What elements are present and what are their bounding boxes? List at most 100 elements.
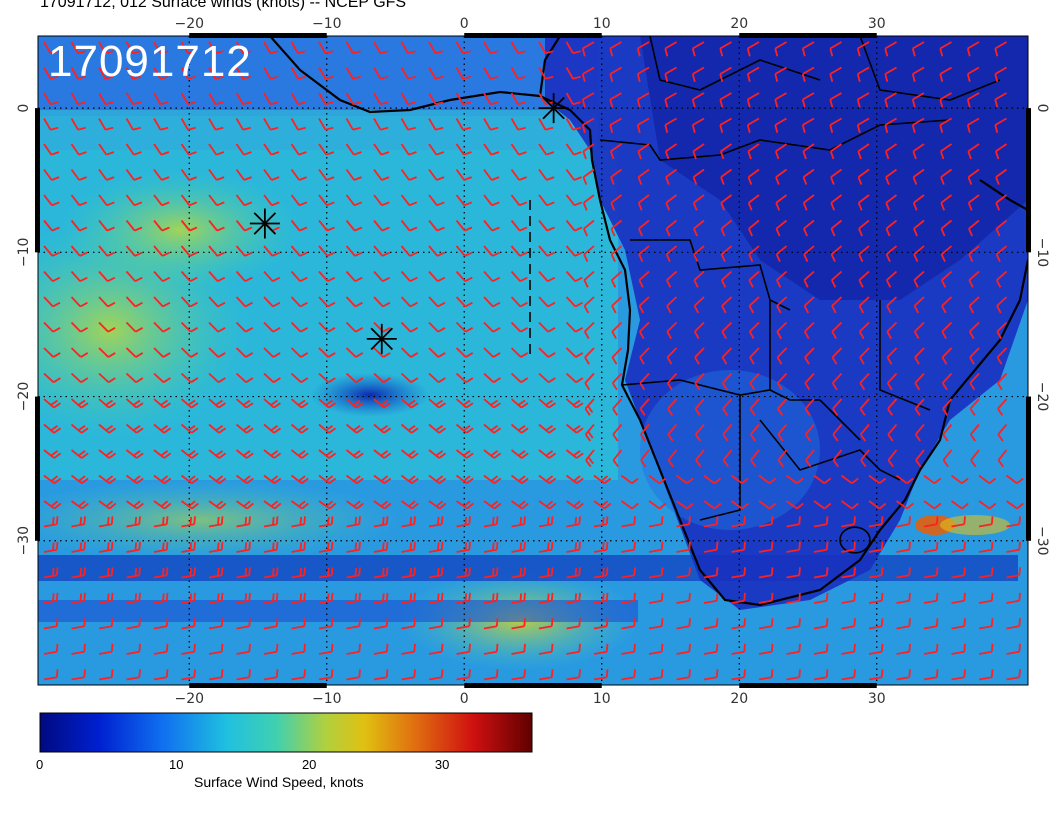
wind-barb [345, 449, 364, 459]
wind-barb [538, 398, 556, 409]
wind-barb [98, 516, 114, 528]
wind-barb [582, 194, 595, 211]
wind-barb [565, 372, 584, 384]
wind-barb [749, 398, 760, 416]
wind-barb [841, 541, 856, 553]
colorbar [39, 712, 533, 753]
wind-barb [428, 67, 444, 80]
wind-barb [747, 168, 760, 185]
wind-barb [153, 321, 171, 333]
wind-barb [813, 669, 829, 681]
wind-barb [565, 245, 583, 257]
wind-barb [830, 168, 843, 185]
wind-barb [291, 516, 306, 528]
wind-barb [581, 117, 595, 133]
wind-barb [373, 643, 389, 655]
wind-barb [997, 449, 1008, 468]
wind-barb [208, 500, 227, 510]
wind-barb [125, 347, 144, 358]
wind-barb [785, 474, 804, 485]
wind-barb [455, 168, 472, 181]
wind-barb [125, 219, 143, 232]
wind-barb [665, 270, 678, 288]
wind-barb [483, 41, 499, 55]
wind-barb [813, 567, 829, 579]
wind-barb [125, 168, 142, 181]
wind-barb [236, 567, 251, 579]
wind-barb [804, 423, 815, 442]
wind-barb [290, 296, 308, 308]
wind-barb [43, 643, 59, 655]
wind-barb [923, 474, 942, 485]
frame-bar-right [1026, 396, 1031, 541]
wind-barb [510, 423, 529, 434]
lon-tick-label: 20 [730, 691, 748, 707]
wind-barb [456, 541, 471, 553]
wind-barb [235, 118, 251, 131]
wind-barb [703, 618, 719, 630]
frame-bar-top [464, 33, 602, 38]
wind-barb [125, 423, 144, 434]
wind-barb [841, 669, 856, 681]
wind-barb [565, 347, 584, 358]
wind-barb [153, 516, 169, 528]
wind-barb [125, 41, 141, 55]
wind-barb [153, 92, 169, 106]
wind-barb [996, 321, 1008, 340]
wind-barb [345, 194, 363, 207]
wind-barb [914, 372, 925, 391]
wind-barb [318, 143, 335, 156]
wind-barb [884, 92, 897, 108]
wind-barb [538, 67, 554, 80]
wind-barb [829, 92, 842, 108]
wind-barb [345, 398, 364, 409]
wind-barb [978, 516, 994, 528]
wind-barb [939, 66, 952, 82]
wind-barb [621, 541, 636, 553]
wind-barb [691, 92, 705, 108]
wind-barb [290, 270, 308, 283]
wind-barb [400, 67, 416, 80]
wind-barb [483, 541, 499, 553]
wind-barb [775, 219, 788, 237]
wind-barb [612, 398, 623, 416]
wind-barb [813, 516, 829, 528]
wind-barb [565, 296, 583, 308]
wind-barb [939, 92, 952, 108]
wind-barb [455, 372, 474, 384]
wind-barb [428, 143, 445, 156]
wind-barb [153, 669, 169, 681]
wind-barb [483, 143, 500, 156]
wind-barb [703, 669, 719, 681]
wind-barb [71, 592, 86, 604]
wind-barb [610, 270, 623, 288]
wind-barb [1005, 500, 1024, 510]
wind-barb [263, 118, 279, 131]
wind-barb [994, 143, 1008, 160]
wind-barb [70, 372, 89, 384]
wind-barb [208, 270, 226, 283]
wind-barb [428, 618, 444, 630]
wind-barb [758, 592, 774, 604]
wind-barb [859, 423, 870, 442]
wind-barb [125, 67, 141, 80]
wind-barb [777, 449, 788, 468]
wind-barb [786, 669, 801, 681]
wind-barb [373, 618, 389, 630]
wind-barb [510, 92, 526, 106]
wind-barb [126, 618, 141, 630]
wind-barb [694, 372, 705, 391]
wind-barb [125, 500, 144, 510]
wind-barb [153, 449, 172, 459]
wind-barb [291, 541, 306, 553]
wind-barb [719, 66, 732, 82]
wind-barb [803, 296, 815, 314]
wind-barb [455, 423, 474, 434]
wind-barb [180, 118, 196, 131]
wind-barb [263, 500, 282, 510]
wind-barb [98, 321, 116, 333]
wind-barb [639, 347, 650, 365]
wind-barb [966, 41, 980, 57]
wind-barb [483, 500, 502, 510]
wind-barb [208, 516, 224, 528]
